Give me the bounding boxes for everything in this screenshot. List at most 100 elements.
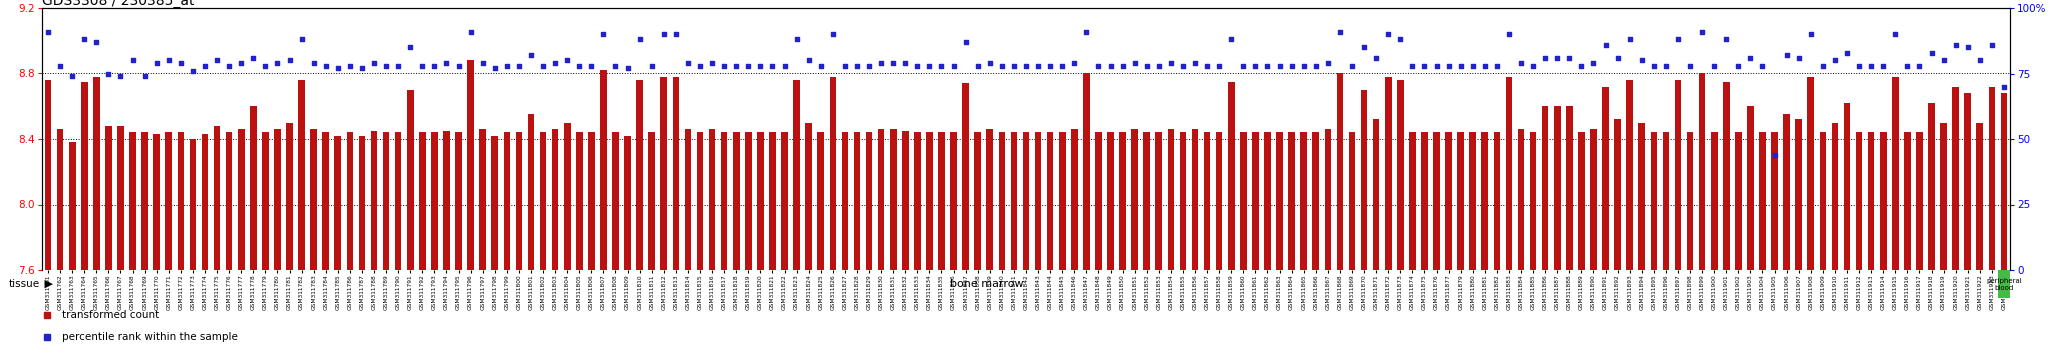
Point — [1964, 58, 1997, 63]
Bar — [92, 77, 100, 270]
Bar — [1384, 77, 1391, 270]
Point — [381, 63, 414, 68]
Bar — [1493, 132, 1501, 270]
Point — [1335, 63, 1368, 68]
Point — [961, 63, 993, 68]
Point — [1069, 29, 1102, 34]
Point — [1589, 42, 1622, 47]
Point — [768, 63, 801, 68]
Point — [1130, 63, 1163, 68]
Bar — [45, 80, 51, 270]
Bar — [1409, 132, 1415, 270]
Point — [1890, 63, 1923, 68]
Text: GDS3308 / 230385_at: GDS3308 / 230385_at — [43, 0, 195, 8]
Bar — [238, 129, 244, 270]
Point — [1372, 32, 1405, 37]
Point — [1167, 63, 1200, 68]
Point — [1034, 63, 1067, 68]
Bar — [178, 132, 184, 270]
Bar — [805, 122, 811, 270]
Point — [623, 36, 655, 42]
Point — [1214, 36, 1247, 42]
Bar — [1288, 132, 1294, 270]
Point — [1444, 63, 1477, 68]
Point — [756, 63, 788, 68]
Bar — [575, 132, 582, 270]
Point — [588, 32, 621, 37]
Bar — [1180, 132, 1186, 270]
Bar — [926, 132, 932, 270]
Point — [1227, 63, 1260, 68]
Bar — [1397, 80, 1403, 270]
Bar — [1542, 106, 1548, 270]
Point — [225, 60, 258, 66]
Point — [1987, 84, 2019, 90]
Bar — [600, 70, 606, 270]
Point — [840, 63, 872, 68]
Point — [1288, 63, 1321, 68]
Bar — [1819, 132, 1827, 270]
Point — [1878, 32, 1911, 37]
Point — [455, 29, 487, 34]
Bar — [975, 132, 981, 270]
Bar — [1481, 132, 1489, 270]
Bar — [1843, 103, 1849, 270]
Bar — [1034, 132, 1040, 270]
Point — [297, 60, 330, 66]
Point — [635, 63, 668, 68]
Bar — [274, 129, 281, 270]
Bar — [311, 129, 317, 270]
Bar — [1855, 132, 1862, 270]
Bar — [1735, 132, 1741, 270]
Point — [1419, 63, 1452, 68]
Bar — [1337, 74, 1343, 270]
Point — [238, 55, 270, 61]
Bar — [1710, 132, 1718, 270]
Point — [829, 63, 862, 68]
Bar — [879, 129, 885, 270]
Point — [1311, 60, 1343, 66]
Point — [250, 63, 283, 68]
Text: ▶: ▶ — [41, 279, 53, 289]
Point — [1577, 60, 1610, 66]
Bar — [1831, 122, 1839, 270]
Bar — [758, 132, 764, 270]
Point — [805, 63, 838, 68]
Bar — [770, 132, 776, 270]
Point — [1722, 63, 1755, 68]
Text: tissue: tissue — [8, 279, 41, 289]
Point — [80, 39, 113, 45]
Point — [1348, 45, 1380, 50]
Point — [1202, 63, 1235, 68]
Point — [1626, 58, 1659, 63]
Point — [1022, 63, 1055, 68]
Bar — [1468, 132, 1477, 270]
Point — [309, 63, 342, 68]
Bar — [250, 106, 256, 270]
Point — [1614, 36, 1647, 42]
Text: bone marrow: bone marrow — [950, 279, 1024, 289]
Point — [467, 60, 500, 66]
Bar — [1518, 129, 1524, 270]
Bar — [201, 134, 209, 270]
Bar — [1108, 132, 1114, 270]
Bar — [1350, 132, 1356, 270]
Point — [1081, 63, 1114, 68]
Point — [1180, 60, 1212, 66]
Bar — [420, 132, 426, 270]
Point — [926, 63, 958, 68]
Point — [659, 32, 692, 37]
Bar — [659, 77, 668, 270]
Bar — [299, 80, 305, 270]
Bar — [913, 132, 922, 270]
Bar — [1458, 132, 1464, 270]
Point — [684, 63, 717, 68]
Bar — [1917, 132, 1923, 270]
Point — [1106, 63, 1139, 68]
Point — [1939, 42, 1972, 47]
Point — [104, 73, 137, 79]
Point — [948, 39, 981, 45]
Point — [418, 63, 451, 68]
Bar — [82, 82, 88, 270]
Bar — [1192, 129, 1198, 270]
